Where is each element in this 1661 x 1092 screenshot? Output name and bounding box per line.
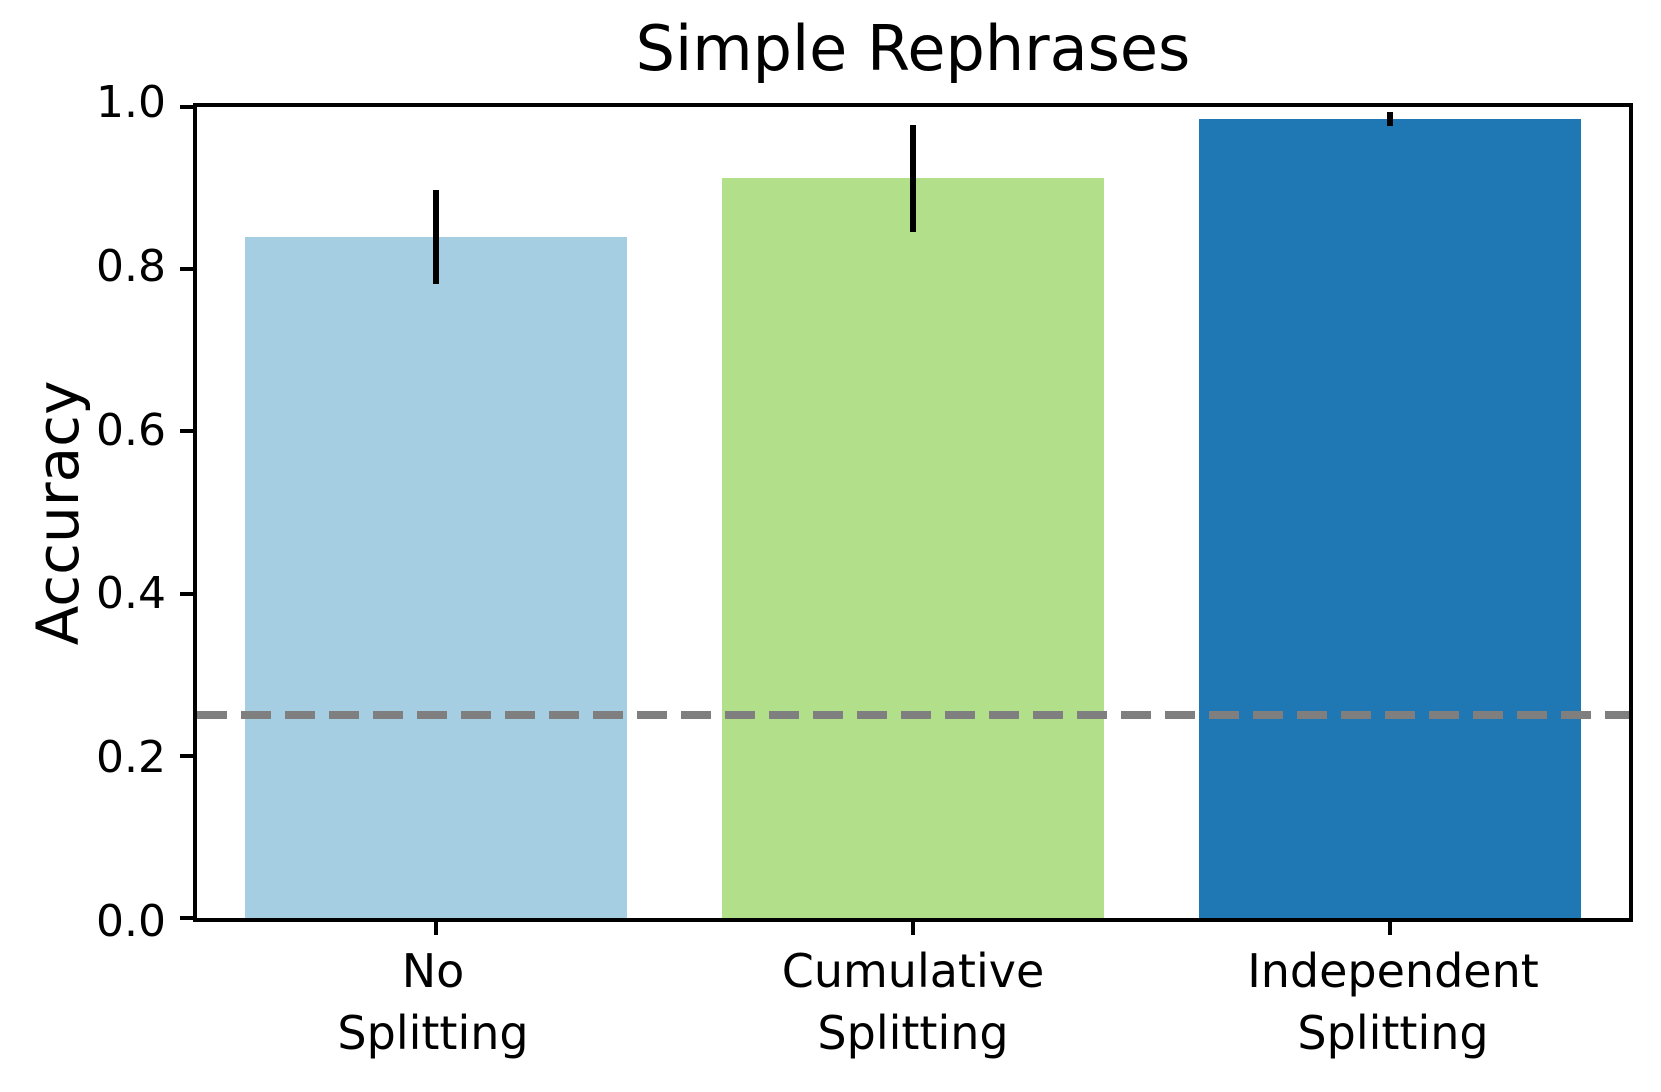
bar-no-splitting (244, 236, 627, 918)
error-bar-no-splitting (432, 189, 439, 284)
error-bar-cumulative-splitting (910, 124, 916, 232)
x-tick-label-no-splitting: No Splitting (337, 944, 529, 1061)
y-tick-mark-1.0 (180, 105, 193, 109)
x-tick-mark-independent-splitting (1388, 922, 1393, 935)
error-bar-independent-splitting (1387, 111, 1394, 127)
bar-cumulative-splitting (722, 178, 1104, 918)
y-tick-label-0.6: 0.6 (96, 404, 166, 456)
y-tick-mark-0.4 (180, 591, 193, 596)
y-tick-mark-0.6 (180, 429, 193, 434)
y-tick-mark-0.8 (180, 267, 193, 272)
y-tick-label-0.0: 0.0 (96, 896, 166, 947)
x-tick-mark-cumulative-splitting (911, 922, 915, 935)
y-tick-label-0.2: 0.2 (96, 732, 166, 784)
x-tick-labels: No Splitting Cumulative Splitting Independ… (193, 940, 1633, 1090)
y-tick-mark-0.0 (180, 916, 193, 920)
y-tick-label-0.8: 0.8 (96, 240, 166, 292)
y-tick-labels: 0.0 0.2 0.4 0.6 0.8 1.0 (0, 81, 166, 944)
y-tick-mark-0.2 (180, 753, 193, 758)
x-tick-label-independent-splitting: Independent Splitting (1247, 944, 1539, 1061)
y-tick-label-0.4: 0.4 (96, 568, 166, 620)
x-tick-mark-no-splitting (433, 922, 438, 935)
bar-independent-splitting (1199, 119, 1582, 918)
chart-title: Simple Rephrases (635, 12, 1191, 85)
chance-reference-line (197, 711, 1629, 720)
x-tick-label-cumulative-splitting: Cumulative Splitting (781, 944, 1045, 1061)
y-tick-label-1.0: 1.0 (96, 77, 166, 128)
plot-area (180, 103, 1633, 935)
